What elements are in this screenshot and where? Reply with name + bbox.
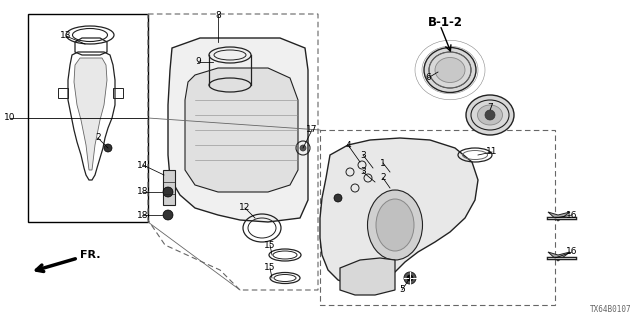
Polygon shape	[168, 38, 308, 222]
Text: 17: 17	[307, 125, 317, 134]
Text: 2: 2	[380, 173, 386, 182]
Circle shape	[163, 187, 173, 197]
Polygon shape	[163, 170, 175, 205]
Text: 18: 18	[137, 188, 148, 196]
Polygon shape	[340, 258, 395, 295]
Polygon shape	[320, 138, 478, 285]
Circle shape	[104, 144, 112, 152]
Text: 18: 18	[137, 211, 148, 220]
Text: 14: 14	[138, 161, 148, 170]
Text: 3: 3	[360, 150, 366, 159]
Text: 6: 6	[425, 74, 431, 83]
Polygon shape	[185, 68, 298, 192]
Text: 11: 11	[486, 148, 498, 156]
Ellipse shape	[435, 58, 465, 83]
Polygon shape	[548, 212, 570, 221]
Ellipse shape	[376, 199, 414, 251]
Text: 3: 3	[360, 167, 366, 177]
Ellipse shape	[424, 47, 476, 92]
Circle shape	[334, 194, 342, 202]
Text: 10: 10	[4, 114, 16, 123]
Text: 15: 15	[264, 241, 276, 250]
Circle shape	[300, 145, 306, 151]
Text: 1: 1	[380, 158, 386, 167]
Text: FR.: FR.	[80, 250, 100, 260]
Text: 5: 5	[399, 285, 405, 294]
Circle shape	[407, 275, 413, 281]
Text: 13: 13	[60, 31, 72, 41]
Text: 16: 16	[566, 211, 578, 220]
Text: 9: 9	[195, 58, 201, 67]
Circle shape	[404, 272, 416, 284]
Ellipse shape	[367, 190, 422, 260]
Text: 7: 7	[487, 103, 493, 113]
Circle shape	[163, 210, 173, 220]
Text: 12: 12	[239, 204, 251, 212]
Circle shape	[485, 110, 495, 120]
Ellipse shape	[466, 95, 514, 135]
Text: 16: 16	[566, 247, 578, 257]
Text: B-1-2: B-1-2	[428, 17, 463, 29]
Text: 2: 2	[95, 133, 101, 142]
Text: TX64B0107: TX64B0107	[590, 305, 632, 314]
Polygon shape	[548, 252, 570, 261]
Text: 8: 8	[215, 11, 221, 20]
Ellipse shape	[477, 105, 502, 125]
Polygon shape	[74, 58, 107, 170]
Text: 15: 15	[264, 263, 276, 273]
Text: 4: 4	[345, 140, 351, 149]
